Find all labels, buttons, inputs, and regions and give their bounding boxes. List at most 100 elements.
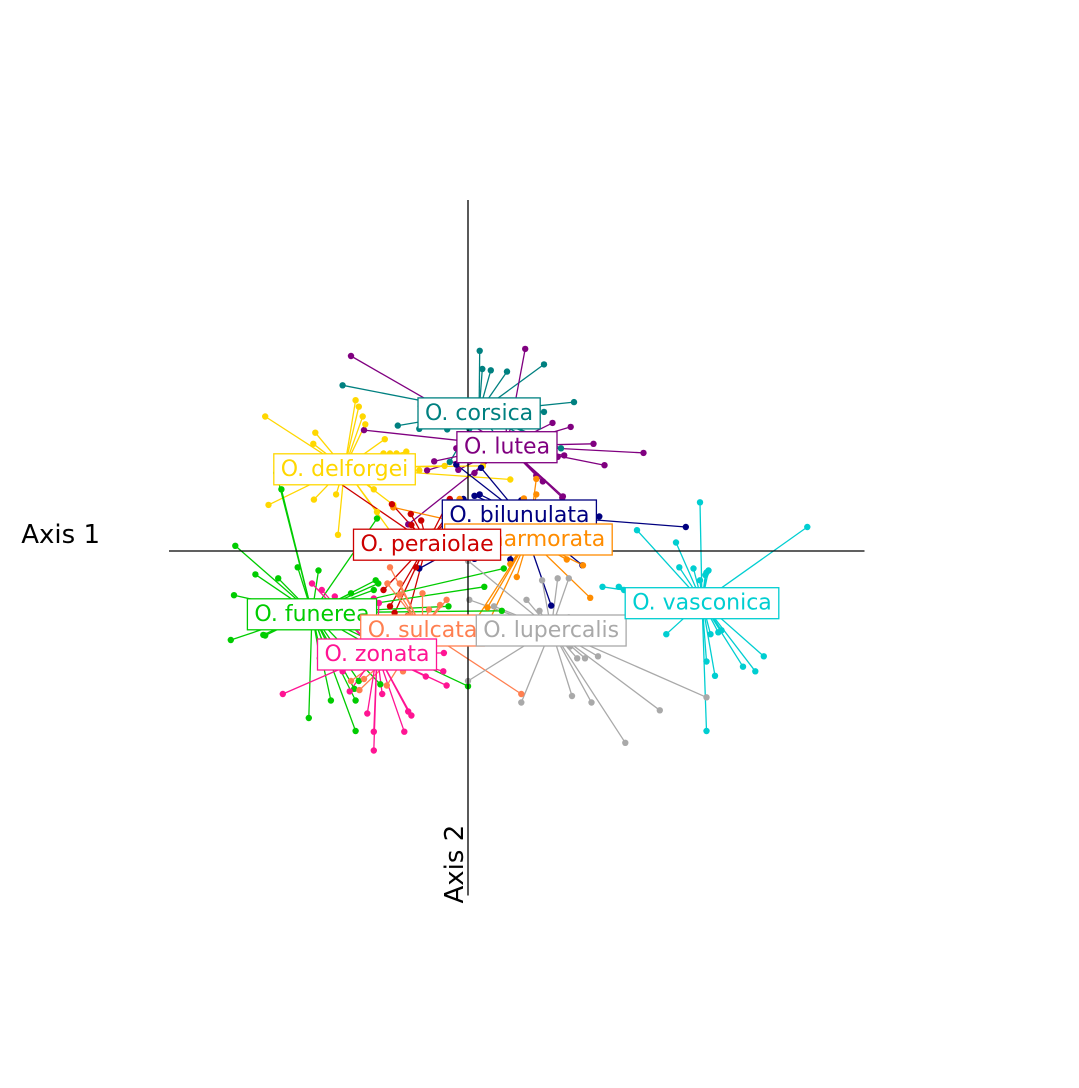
data-point [565,575,572,582]
data-point [355,403,362,410]
data-point [500,565,507,572]
data-point [538,577,546,584]
data-point [305,714,312,722]
data-point [498,607,505,614]
group-label-text: O. vasconica [632,591,772,616]
segment [701,601,708,732]
group-label-box [475,614,627,647]
data-point [383,682,390,689]
data-point [574,655,581,662]
data-point [518,699,525,706]
data-point [370,728,377,735]
data-point [690,565,697,572]
group-label: O. lupercalis [475,614,627,647]
data-point [554,575,561,582]
group-label-box [273,453,416,486]
data-point [570,398,578,406]
data-point [401,728,408,735]
data-point [310,440,317,447]
data-point [362,421,369,428]
group-label-box [417,397,541,430]
data-point [408,521,415,529]
data-point [752,668,759,675]
data-point [481,583,488,590]
data-point [599,583,606,590]
data-point [373,508,381,516]
group-label: O. corsica [417,397,541,430]
data-point [431,458,438,465]
data-point [479,365,486,373]
data-point [396,580,403,587]
y-axis-label: Axis 2 [440,825,470,904]
data-point [705,567,712,574]
group-label-text: O. funerea [254,602,369,627]
data-point [696,499,704,506]
data-point [360,426,368,434]
group-label-text: O. lutea [464,435,550,460]
group-label-text: O. zonata [325,642,430,667]
data-point [347,590,355,597]
data-point [471,469,478,477]
data-point [443,682,450,689]
data-point [308,580,316,587]
data-point [405,708,412,715]
data-point [696,577,704,584]
data-point [703,727,710,735]
data-point [455,466,462,473]
data-point [412,564,420,571]
segment [699,502,703,602]
data-point [312,429,319,436]
data-point [294,564,301,571]
data-point [375,599,383,607]
data-point [596,513,603,520]
data-point [386,564,394,571]
data-point [352,397,359,404]
data-point [386,603,394,610]
data-point [370,486,377,493]
group-label: O. peraiolae [352,528,502,561]
data-point [352,727,359,735]
data-point [567,423,574,431]
data-point [265,501,272,509]
group-label-text: O. corsica [425,401,533,426]
data-point [380,586,387,594]
data-point [640,449,647,457]
data-point [477,464,485,471]
data-point [346,688,353,695]
data-point [375,580,382,587]
data-point [443,596,450,603]
data-point [334,531,342,538]
data-point [568,692,576,700]
group-label: O. lutea [456,431,558,464]
data-point [232,542,239,549]
data-point [379,690,386,698]
data-point [476,491,483,498]
data-point [359,413,366,420]
data-point [656,707,663,714]
data-point [384,580,391,587]
data-point [536,607,543,614]
data-point [440,649,448,657]
data-point [633,527,641,534]
data-point [476,347,483,354]
data-point [682,523,689,531]
data-point [315,567,322,574]
data-point [739,663,747,670]
data-point [327,697,335,704]
data-point [760,653,767,660]
data-point [423,467,431,474]
data-point [370,586,377,594]
data-point [441,462,448,470]
data-point [702,571,709,579]
group-label-text: O. delforgei [281,457,409,482]
data-point [587,594,594,601]
data-point [540,361,548,368]
data-point [471,492,478,499]
group-label-box [316,638,438,671]
data-point [416,467,423,474]
data-point [230,592,238,599]
data-point [422,673,429,680]
data-points [227,345,811,754]
data-point [466,596,473,603]
data-point [507,560,514,568]
